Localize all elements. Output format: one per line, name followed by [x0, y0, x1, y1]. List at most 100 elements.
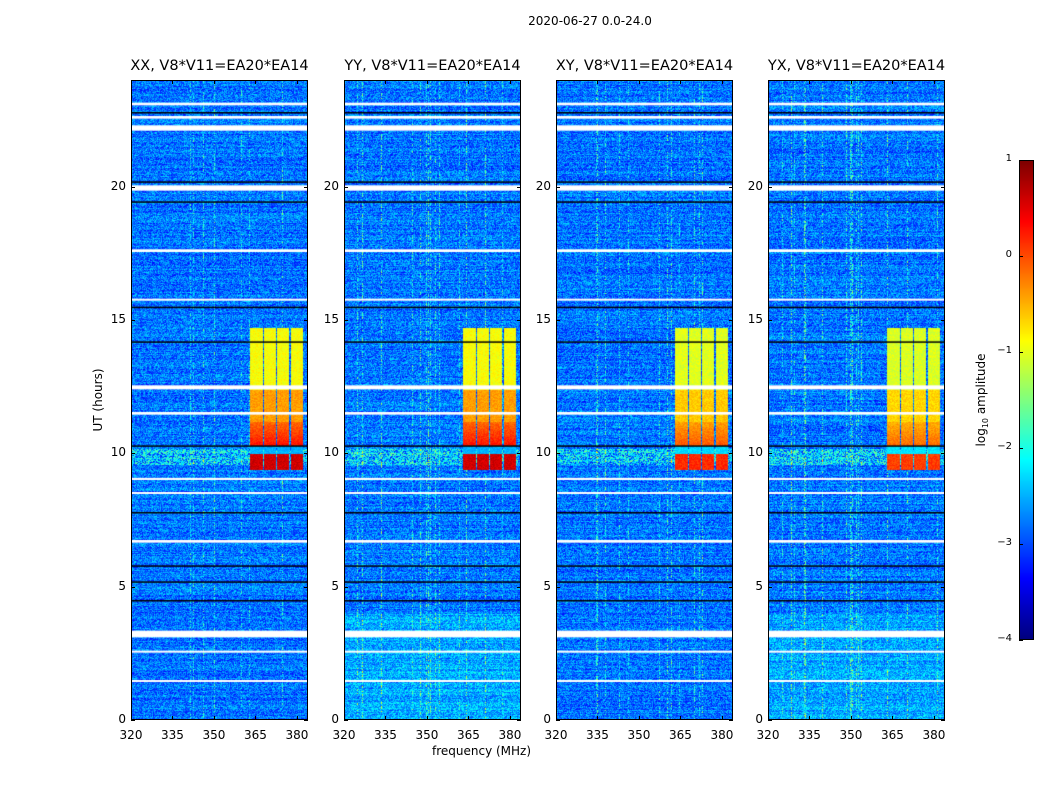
x-tick-mark [131, 716, 132, 720]
y-tick-mark [344, 453, 348, 455]
spectrogram-image [768, 80, 945, 720]
y-tick-mark [556, 586, 560, 588]
y-tick-mark [768, 320, 772, 321]
spectrogram-panel-0: XX, V8*V11=EA20*EA14 320 335 350 365 380 0 5 10 1… [111, 58, 309, 742]
y-tick-mark [131, 586, 135, 588]
panel-title: YY, V8*V11=EA20*EA14 [344, 58, 521, 74]
y-tick-mark [344, 320, 348, 321]
x-tick-label: 335 [586, 728, 609, 742]
x-tick-mark [255, 80, 257, 84]
x-tick-mark [768, 80, 769, 84]
x-tick-mark [556, 80, 557, 84]
y-tick-mark [556, 186, 560, 188]
y-tick-label: 5 [755, 578, 763, 593]
x-tick-mark [721, 716, 723, 720]
y-tick-mark [941, 453, 945, 455]
y-tick-label: 5 [543, 578, 551, 593]
y-tick-label: 15 [110, 312, 126, 326]
colorbar-tick-mark [1019, 256, 1023, 257]
y-tick-mark [304, 186, 308, 188]
x-tick-label: 320 [332, 728, 356, 742]
y-tick-mark [131, 320, 135, 321]
spectrogram-panel-3: YX, V8*V11=EA20*EA14 320 335 350 365 380 0 5 10 1… [748, 58, 946, 742]
y-tick-mark [729, 453, 733, 455]
figure-title: 2020-06-27 0.0-24.0 [528, 14, 652, 28]
panel-title: XY, V8*V11=EA20*EA14 [555, 58, 734, 74]
x-tick-mark [296, 716, 298, 720]
y-tick-label: 20 [323, 178, 339, 193]
y-tick-mark [768, 720, 772, 721]
x-tick-label: 320 [756, 728, 780, 742]
y-tick-mark [729, 186, 733, 188]
y-axis-label: UT (hours) [91, 368, 105, 432]
y-tick-mark [556, 320, 560, 321]
x-tick-mark [296, 80, 298, 84]
x-tick-mark [344, 80, 345, 84]
x-tick-label: 350 [202, 728, 226, 742]
spectrogram-image [344, 80, 521, 720]
axes-frame [131, 80, 308, 720]
colorbar-tick-mark [1019, 160, 1023, 161]
panel-title: XX, V8*V11=EA20*EA14 [130, 58, 309, 74]
y-tick-mark [344, 586, 348, 588]
y-tick-label: 0 [755, 712, 763, 726]
colorbar-tick-mark [1019, 448, 1023, 449]
colorbar-tick-label: −4 [997, 633, 1012, 644]
x-tick-mark [385, 80, 387, 84]
y-tick-mark [517, 720, 521, 721]
x-tick-mark [556, 716, 557, 720]
x-tick-label: 335 [798, 728, 821, 742]
x-tick-mark [344, 716, 345, 720]
y-tick-mark [729, 320, 733, 321]
axes-frame [556, 80, 733, 720]
y-tick-mark [131, 720, 135, 721]
x-tick-label: 365 [881, 728, 904, 742]
x-tick-mark [850, 80, 852, 84]
x-tick-mark [721, 80, 723, 84]
y-tick-mark [556, 453, 560, 455]
y-tick-label: 0 [331, 712, 339, 726]
spectrogram-panel-2: XY, V8*V11=EA20*EA14 320 335 350 365 380 0 5 10 1… [536, 58, 734, 742]
x-tick-label: 365 [457, 728, 480, 742]
axes-frame [344, 80, 521, 720]
x-tick-mark [131, 80, 132, 84]
y-tick-label: 15 [747, 312, 763, 326]
x-tick-mark [426, 80, 428, 84]
y-tick-mark [556, 720, 560, 721]
y-tick-mark [729, 720, 733, 721]
x-tick-label: 350 [627, 728, 651, 742]
y-tick-mark [517, 186, 521, 188]
colorbar-tick-label: −3 [997, 537, 1012, 548]
x-tick-mark [213, 716, 215, 720]
y-tick-label: 10 [747, 445, 763, 460]
x-tick-mark [638, 716, 640, 720]
x-tick-mark [468, 716, 470, 720]
y-tick-label: 10 [323, 445, 339, 460]
x-tick-label: 380 [922, 728, 946, 742]
spectrogram-image [131, 80, 308, 720]
y-tick-label: 5 [331, 578, 339, 593]
x-tick-mark [892, 716, 894, 720]
x-axis-label: frequency (MHz) [432, 744, 532, 758]
x-tick-mark [933, 716, 935, 720]
y-tick-mark [304, 320, 308, 321]
y-tick-label: 5 [118, 578, 126, 593]
colorbar-tick-mark [1019, 544, 1023, 545]
panel-title: YX, V8*V11=EA20*EA14 [767, 58, 946, 74]
y-tick-label: 20 [535, 178, 551, 193]
y-tick-mark [131, 453, 135, 455]
y-tick-mark [941, 586, 945, 588]
x-tick-mark [509, 80, 511, 84]
x-tick-mark [680, 80, 682, 84]
colorbar [1019, 160, 1034, 640]
colorbar-label: log10 amplitude [973, 353, 991, 447]
colorbar-tick-label: −2 [997, 441, 1012, 452]
x-tick-mark [255, 716, 257, 720]
x-tick-mark [680, 716, 682, 720]
y-tick-label: 15 [323, 312, 339, 326]
x-tick-label: 365 [244, 728, 267, 742]
y-tick-mark [941, 720, 945, 721]
x-tick-label: 335 [374, 728, 397, 742]
colorbar-tick-label: 1 [1005, 153, 1012, 164]
